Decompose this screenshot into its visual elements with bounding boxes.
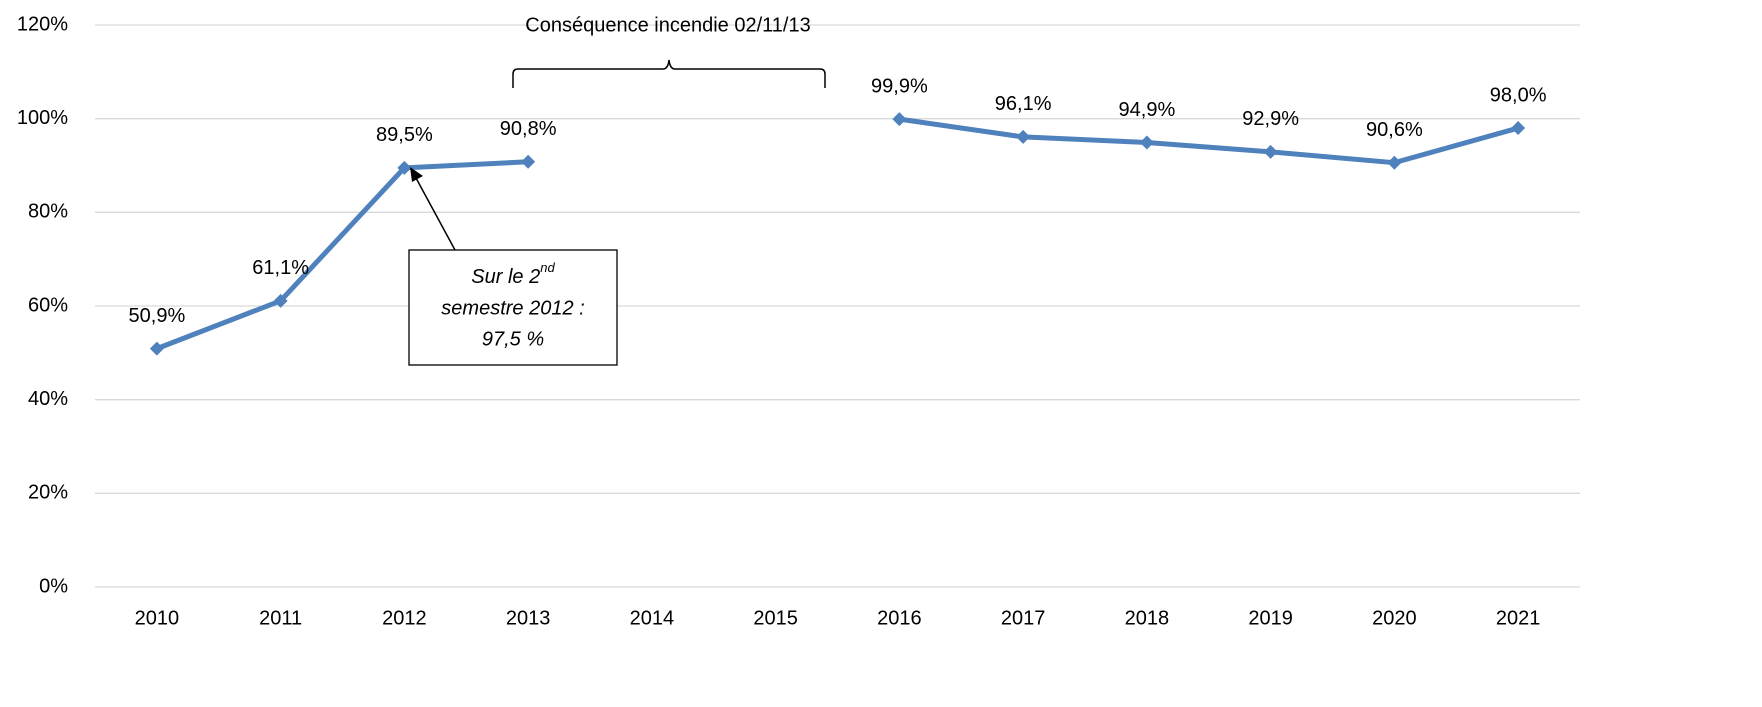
arrow-head <box>410 167 423 182</box>
x-tick-label: 2014 <box>630 607 675 629</box>
data-label: 92,9% <box>1242 108 1299 130</box>
data-label: 50,9% <box>129 305 186 327</box>
bracket <box>512 59 826 88</box>
x-tick-label: 2018 <box>1125 607 1170 629</box>
y-tick-label: 40% <box>28 388 68 410</box>
annotation-label: Conséquence incendie 02/11/13 <box>525 14 810 36</box>
marker <box>1016 129 1031 144</box>
x-tick-label: 2019 <box>1248 607 1293 629</box>
y-tick-label: 0% <box>39 575 68 597</box>
data-label: 99,9% <box>871 75 928 97</box>
x-tick-label: 2017 <box>1001 607 1046 629</box>
data-label: 98,0% <box>1490 84 1547 106</box>
y-tick-label: 100% <box>17 107 68 129</box>
callout-superscript: nd <box>540 260 555 275</box>
x-tick-label: 2011 <box>259 607 302 629</box>
plot: 0% 20% 40% 60% 80% 100% 120% 2010 2011 2012 2013 20… <box>17 13 1580 629</box>
x-tick-label: 2020 <box>1372 607 1417 629</box>
data-label: 94,9% <box>1119 99 1176 121</box>
x-tick-label: 2015 <box>753 607 798 629</box>
callout-line: Sur le 2nd <box>471 260 555 288</box>
callout-box <box>408 249 618 366</box>
x-tick-label: 2012 <box>382 607 427 629</box>
marker <box>1263 144 1278 159</box>
data-label: 61,1% <box>252 257 309 279</box>
data-label: 90,6% <box>1366 119 1423 141</box>
callout-arrow <box>415 177 456 251</box>
y-tick-label: 120% <box>17 13 68 35</box>
y-tick-label: 20% <box>28 482 68 504</box>
data-label: 90,8% <box>500 118 557 140</box>
callout-text: Sur le 2 <box>471 266 540 288</box>
callout: Sur le 2nd semestre 2012 : 97,5 % <box>408 167 618 366</box>
data-label: 89,5% <box>376 124 433 146</box>
line <box>155 116 1519 351</box>
callout-line: 97,5 % <box>482 328 544 350</box>
x-tick-label: 2010 <box>135 607 180 629</box>
marker <box>1139 135 1154 150</box>
marker <box>892 112 907 127</box>
bracket-annotation: Conséquence incendie 02/11/13 <box>512 14 826 88</box>
marker <box>273 293 288 308</box>
marker <box>1511 121 1526 136</box>
y-tick-label: 60% <box>28 294 68 316</box>
marker <box>521 154 536 169</box>
marker <box>397 160 412 175</box>
x-tick-label: 2016 <box>877 607 922 629</box>
data-label: 96,1% <box>995 93 1052 115</box>
callout-line: semestre 2012 : <box>441 297 584 319</box>
x-tick-label: 2021 <box>1496 607 1541 629</box>
marker <box>149 341 164 356</box>
x-tick-label: 2013 <box>506 607 551 629</box>
y-tick-label: 80% <box>28 201 68 223</box>
marker <box>1387 155 1402 170</box>
